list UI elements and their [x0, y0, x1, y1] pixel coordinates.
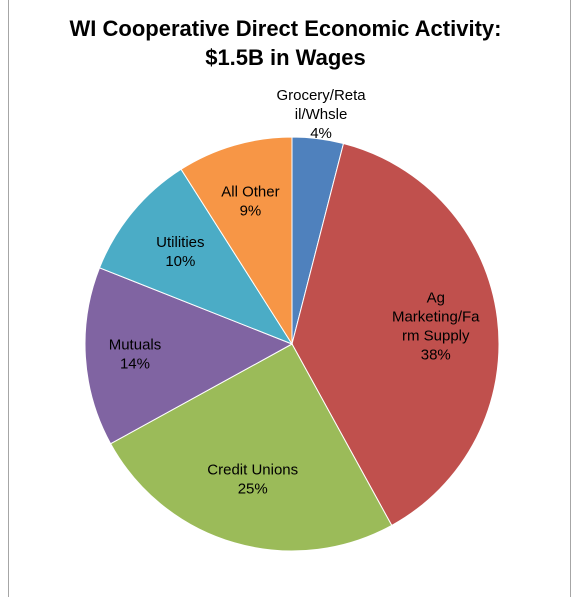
pie-label-grocery-retail-whsle: Grocery/Reta il/Whsle 4%	[276, 87, 366, 142]
chart-title-line-1: WI Cooperative Direct Economic Activity:	[69, 16, 502, 41]
pie-label-credit-unions: Credit Unions 25%	[207, 462, 298, 498]
pie-category-label: Ag	[427, 289, 445, 306]
pie-category-label: Credit Unions	[207, 462, 298, 479]
pie-label-all-other: All Other 9%	[221, 183, 279, 219]
pie-slice-all-other	[180, 136, 293, 346]
pie-category-label: rm Supply	[402, 327, 470, 344]
pie-category-label: il/Whsle	[295, 106, 348, 123]
pie-value-label: 14%	[120, 355, 150, 372]
pie-label-mutuals: Mutuals 14%	[109, 336, 162, 372]
pie-category-label: Grocery/Reta	[276, 87, 366, 104]
pie-slices	[84, 136, 500, 552]
pie-category-label: Mutuals	[109, 336, 162, 353]
chart-border-left	[8, 0, 9, 597]
pie-category-label: Marketing/Fa	[392, 308, 480, 325]
chart-title-line-2: $1.5B in Wages	[205, 45, 366, 70]
pie-slice-mutuals	[84, 267, 294, 445]
pie-label-ag-marketing-farm-supply: Ag Marketing/Fa rm Supply 38%	[392, 289, 480, 363]
pie-value-label: 4%	[310, 125, 332, 142]
pie-label-utilities: Utilities 10%	[156, 234, 204, 270]
pie-slice-credit-unions	[109, 343, 393, 552]
pie-value-label: 9%	[240, 202, 262, 219]
pie-value-label: 38%	[421, 346, 451, 363]
chart-title: WI Cooperative Direct Economic Activity:…	[0, 14, 571, 72]
pie-value-label: 10%	[165, 253, 195, 270]
pie-category-label: Utilities	[156, 234, 204, 251]
pie-slice-utilities	[98, 168, 294, 346]
pie-slice-ag-marketing-farm-supply	[291, 142, 500, 527]
pie-labels: Grocery/Reta il/Whsle 4% Ag Marketing/Fa rm S…	[109, 87, 480, 498]
pie-category-label: All Other	[221, 183, 279, 200]
pie-value-label: 25%	[238, 481, 268, 498]
